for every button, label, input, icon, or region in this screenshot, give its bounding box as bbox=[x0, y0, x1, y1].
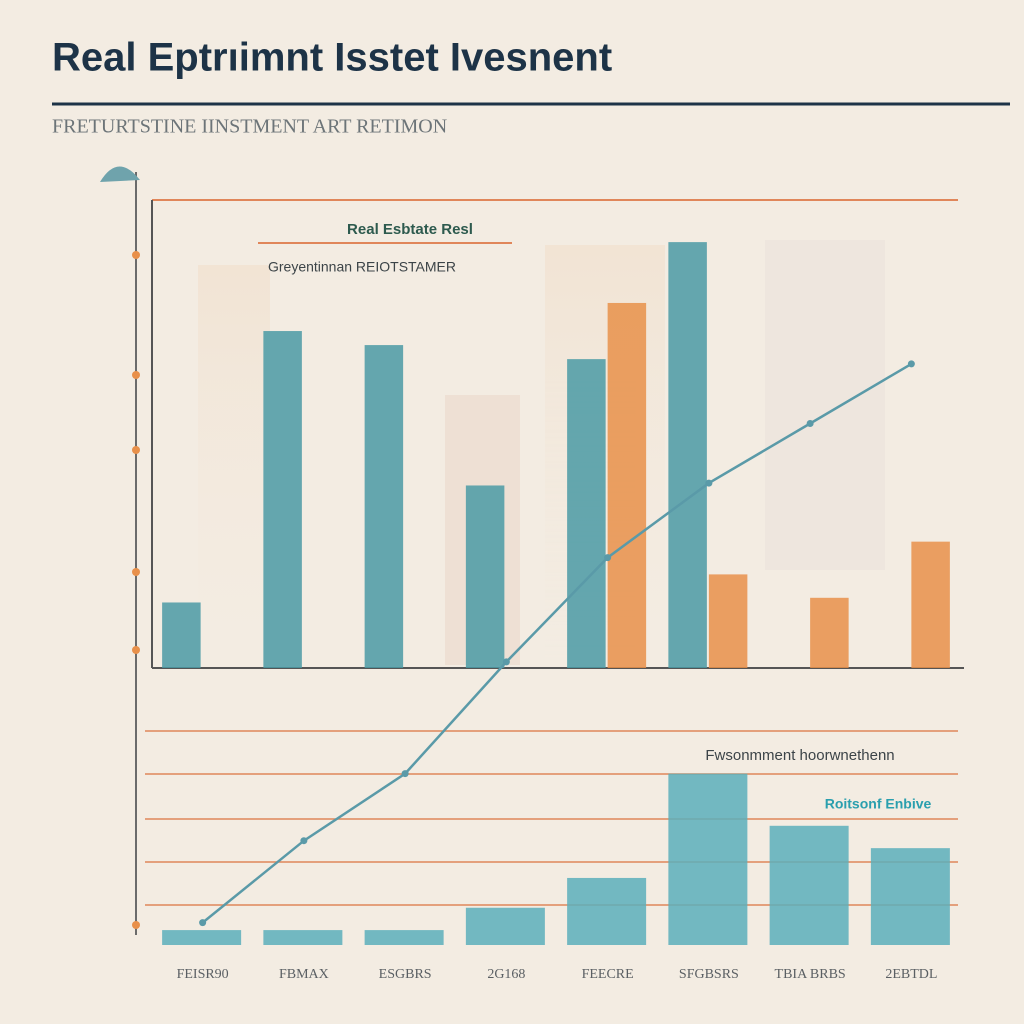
line bbox=[201, 362, 913, 924]
point bbox=[199, 919, 207, 927]
x-tick-label: TBIA BRBS bbox=[775, 967, 846, 982]
bar bbox=[263, 930, 343, 945]
x-tick-label: FEECRE bbox=[582, 967, 634, 982]
page-title: Real Eptrıimnt Isstet Ivesnent bbox=[52, 36, 612, 80]
x-tick-label: FBMAX bbox=[279, 967, 329, 982]
x-tick-label: ESGBRS bbox=[379, 967, 432, 982]
bar bbox=[465, 485, 505, 668]
bar bbox=[870, 848, 950, 945]
axis-dots bbox=[132, 251, 140, 929]
point bbox=[806, 420, 814, 427]
bar bbox=[607, 302, 647, 668]
point bbox=[705, 479, 713, 487]
bar bbox=[668, 773, 748, 945]
bar bbox=[465, 907, 545, 945]
bar bbox=[810, 597, 849, 668]
bar bbox=[911, 541, 950, 668]
bar bbox=[364, 930, 444, 945]
page-subtitle: FRETURTSTINE IINSTMENT ART RETIMON bbox=[52, 116, 447, 138]
bar bbox=[364, 345, 404, 668]
x-tick-label: 2G168 bbox=[487, 967, 525, 982]
point bbox=[907, 360, 915, 368]
bar bbox=[263, 331, 302, 668]
point bbox=[502, 658, 510, 666]
bar bbox=[162, 602, 201, 668]
bar bbox=[708, 574, 748, 668]
bar bbox=[668, 242, 707, 668]
axis-cap bbox=[100, 166, 140, 182]
point bbox=[604, 554, 612, 562]
x-tick-label: 2EBTDL bbox=[885, 967, 937, 982]
bar bbox=[769, 825, 849, 945]
x-tick-label: FEISR90 bbox=[177, 967, 229, 982]
bar bbox=[567, 359, 606, 668]
panel-label: Real Esbtate Resl bbox=[347, 221, 473, 238]
point bbox=[300, 837, 308, 845]
x-tick-label: SFGBSRS bbox=[679, 967, 739, 982]
panel-label: Fwsonmment hoorwnethenn bbox=[705, 747, 894, 764]
point bbox=[401, 770, 409, 778]
panel-label: Roitsonf Enbive bbox=[825, 796, 932, 812]
bar bbox=[162, 930, 242, 945]
bar bbox=[567, 877, 647, 945]
panel-label: Greyentinnan REIOTSTAMER bbox=[268, 259, 456, 275]
